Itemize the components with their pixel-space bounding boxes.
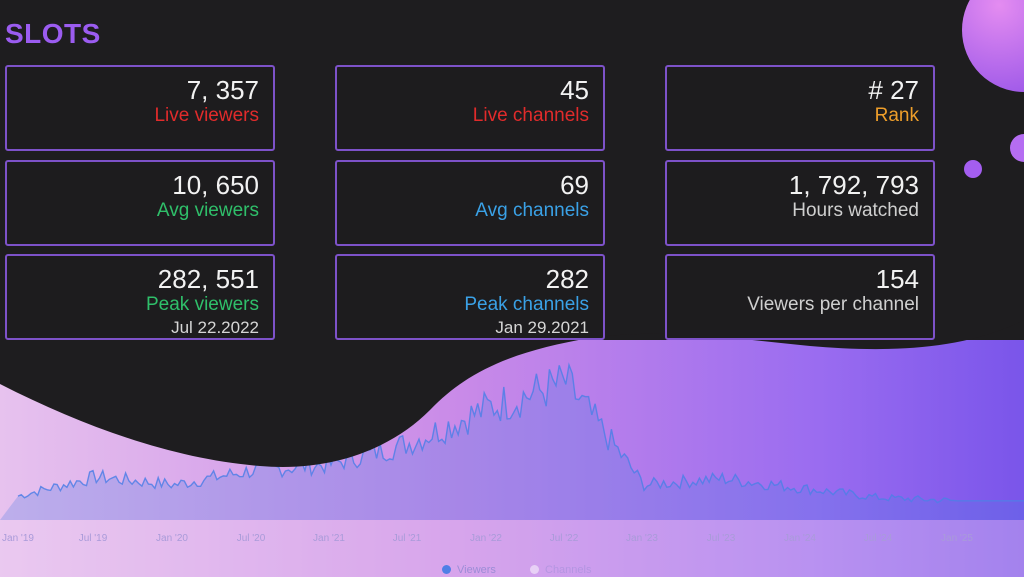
- avg-channels-label: Avg channels: [475, 200, 589, 221]
- viewers-per-channel-value: 154: [875, 264, 919, 294]
- peak-viewers-label: Peak viewers: [146, 294, 259, 315]
- viewers-per-channel-label: Viewers per channel: [747, 294, 919, 315]
- x-tick-label: Jul '21: [392, 533, 422, 544]
- peak-viewers-date: Jul 22.2022: [171, 318, 259, 337]
- x-tick-label: Jan '23: [626, 533, 658, 544]
- x-tick-label: Jan '19: [2, 533, 34, 544]
- x-tick-label: Jul '19: [78, 533, 108, 544]
- viewers-series: [0, 362, 1024, 520]
- x-tick-label: Jan '20: [156, 533, 188, 544]
- peak-channels-label: Peak channels: [464, 294, 589, 315]
- rank-label: Rank: [874, 105, 919, 126]
- viewers-series-area: [0, 364, 1024, 520]
- stat-card-rank: # 27 Rank: [665, 65, 935, 151]
- x-tick-label: Jan '24: [784, 533, 816, 544]
- peak-channels-date: Jan 29.2021: [495, 318, 589, 337]
- x-tick-label: Jan '21: [313, 533, 345, 544]
- live-channels-label: Live channels: [472, 105, 589, 126]
- avg-viewers-label: Avg viewers: [156, 200, 259, 221]
- stat-card-hours-watched: 1, 792, 793 Hours watched: [665, 160, 935, 246]
- x-tick-label: Jan '25: [941, 533, 973, 544]
- chart-axis-strip: [0, 520, 1024, 577]
- x-tick-label: Jan '22: [470, 533, 502, 544]
- stat-card-peak-channels: 282 Peak channels Jan 29.2021: [335, 254, 605, 340]
- legend-channels-dot: [530, 565, 539, 574]
- live-viewers-value: 7, 357: [186, 75, 259, 105]
- peak-channels-value: 282: [545, 264, 589, 294]
- legend-viewers-dot: [442, 565, 451, 574]
- stat-card-avg-viewers: 10, 650 Avg viewers: [5, 160, 275, 246]
- legend-viewers[interactable]: Viewers: [442, 564, 496, 576]
- page-title: SLOTS: [5, 18, 101, 49]
- legend-channels-label: Channels: [545, 564, 592, 576]
- avg-viewers-value: 10, 650: [172, 170, 259, 200]
- legend-viewers-label: Viewers: [457, 564, 496, 576]
- x-tick-label: Jul '24: [863, 533, 893, 544]
- x-tick-label: Jul '23: [706, 533, 736, 544]
- viewers-series-line: [17, 362, 1024, 504]
- live-viewers-label: Live viewers: [154, 105, 259, 126]
- stat-card-peak-viewers: 282, 551 Peak viewers Jul 22.2022: [5, 254, 275, 340]
- decor-bubble-edge: [1010, 134, 1024, 162]
- legend-channels[interactable]: Channels: [530, 564, 591, 576]
- decor-bubble-large: [962, 0, 1024, 92]
- x-tick-label: Jul '22: [549, 533, 579, 544]
- hours-watched-label: Hours watched: [792, 200, 919, 221]
- decor-bubble-small: [964, 160, 982, 178]
- avg-channels-value: 69: [560, 170, 589, 200]
- stat-card-live-viewers: 7, 357 Live viewers: [5, 65, 275, 151]
- stat-card-viewers-per-channel: 154 Viewers per channel: [665, 254, 935, 340]
- stat-card-live-channels: 45 Live channels: [335, 65, 605, 151]
- live-channels-value: 45: [560, 75, 589, 105]
- x-tick-label: Jul '20: [236, 533, 266, 544]
- hours-watched-value: 1, 792, 793: [788, 170, 919, 200]
- rank-value: # 27: [868, 75, 919, 105]
- stat-card-avg-channels: 69 Avg channels: [335, 160, 605, 246]
- peak-viewers-value: 282, 551: [157, 264, 259, 294]
